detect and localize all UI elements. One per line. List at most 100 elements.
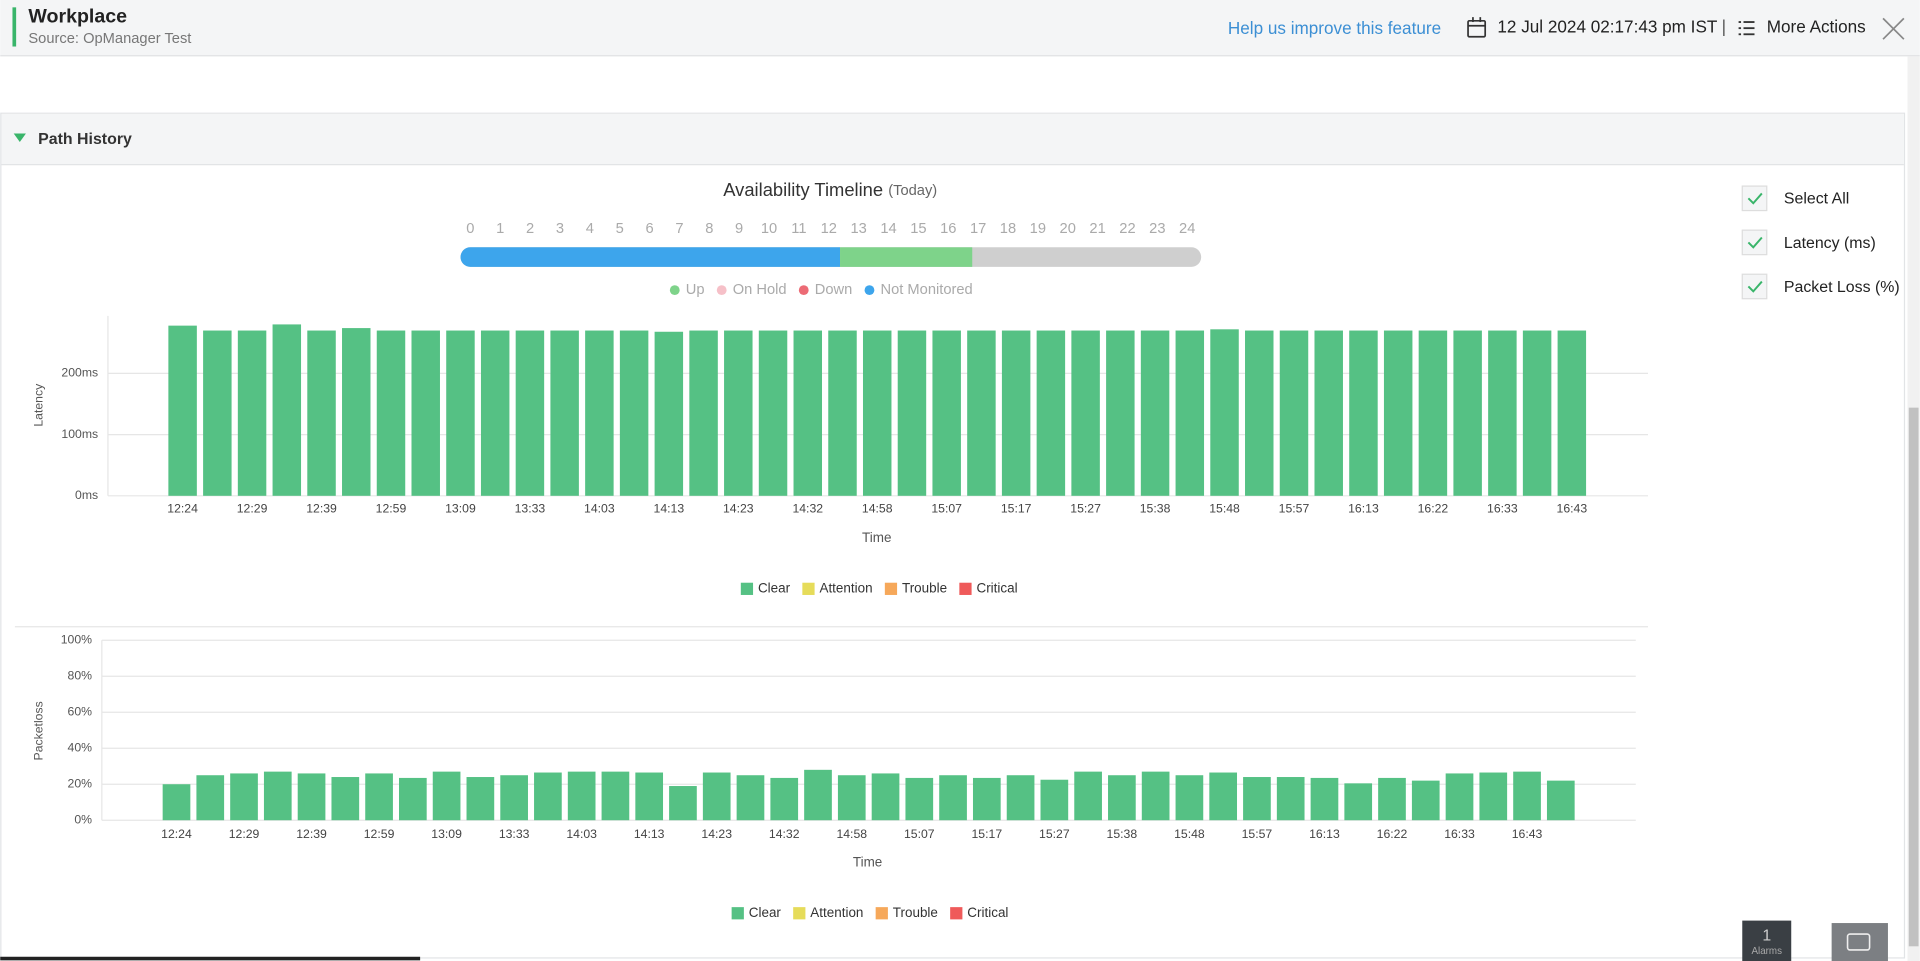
legend-label: On Hold xyxy=(733,282,787,298)
bar xyxy=(446,330,475,496)
bar xyxy=(905,777,934,821)
x-tick-label: 16:43 xyxy=(1557,502,1588,516)
bar xyxy=(196,775,225,821)
bar xyxy=(398,777,427,821)
legend-swatch xyxy=(802,582,815,595)
y-tick-label: 80% xyxy=(68,668,93,682)
checkbox[interactable] xyxy=(1741,185,1768,212)
legend-swatch xyxy=(884,582,898,595)
bar xyxy=(1344,783,1373,821)
legend-label: Critical xyxy=(967,905,1008,920)
bar xyxy=(500,775,528,821)
bar xyxy=(1071,330,1100,496)
chat-button[interactable] xyxy=(1831,923,1888,961)
x-tick-label: 14:32 xyxy=(792,502,823,516)
x-tick-label: 16:33 xyxy=(1444,827,1475,841)
x-tick-label: 15:38 xyxy=(1107,827,1138,841)
y-axis-title: Latency xyxy=(32,383,46,427)
x-tick-label: 14:03 xyxy=(566,827,597,841)
hour-label: 23 xyxy=(1149,221,1165,237)
bar xyxy=(1418,330,1448,496)
bar xyxy=(1279,330,1309,496)
bar xyxy=(654,331,684,496)
bar xyxy=(669,786,697,821)
legend-label: Clear xyxy=(758,580,791,595)
bar xyxy=(1140,330,1170,496)
x-tick-label: 14:32 xyxy=(769,827,800,841)
x-tick-label: 14:58 xyxy=(836,827,867,841)
hour-label: 17 xyxy=(970,221,986,237)
legend-label: Up xyxy=(686,282,705,298)
bar xyxy=(1175,775,1204,821)
bar xyxy=(897,330,927,496)
legend-dot xyxy=(864,285,875,296)
bar xyxy=(550,330,579,496)
bar xyxy=(342,328,371,496)
bar xyxy=(365,773,393,821)
bar xyxy=(534,772,562,821)
bar xyxy=(331,777,360,821)
bar xyxy=(480,330,510,496)
bar xyxy=(272,324,302,496)
bar xyxy=(1378,777,1406,821)
legend-dot xyxy=(798,285,809,296)
x-tick-label: 14:13 xyxy=(654,502,685,516)
bar xyxy=(758,330,788,496)
legend-label: Critical xyxy=(976,580,1017,595)
feedback-link[interactable]: Help us improve this feature xyxy=(1228,18,1441,38)
bar xyxy=(1209,772,1238,821)
x-tick-label: 15:27 xyxy=(1039,827,1070,841)
x-tick-label: 15:57 xyxy=(1279,502,1310,516)
x-tick-label: 12:59 xyxy=(376,502,407,516)
checkbox[interactable] xyxy=(1741,273,1768,300)
bar xyxy=(515,330,545,496)
availability-title: Availability Timeline (Today) xyxy=(723,179,937,200)
hour-label: 19 xyxy=(1030,221,1046,237)
checkmark xyxy=(1747,192,1763,205)
bar xyxy=(972,777,1001,821)
datetime: 12 Jul 2024 02:17:43 pm IST xyxy=(1497,17,1717,37)
collapse-icon[interactable] xyxy=(13,133,26,143)
hour-label: 0 xyxy=(466,221,474,237)
bar xyxy=(1245,330,1274,496)
bar xyxy=(263,771,292,821)
legend-swatch xyxy=(793,907,806,920)
checkbox[interactable] xyxy=(1741,229,1768,256)
menu-icon[interactable] xyxy=(1738,21,1755,36)
hour-label: 6 xyxy=(645,221,653,237)
chat-icon xyxy=(1846,933,1871,951)
x-tick-label: 12:24 xyxy=(167,502,198,516)
scrollbar-thumb[interactable] xyxy=(1908,407,1919,947)
bar xyxy=(1445,773,1474,821)
bar xyxy=(1383,330,1413,496)
alarms-badge[interactable] xyxy=(1742,920,1792,961)
x-tick-label: 14:23 xyxy=(723,502,754,516)
bar xyxy=(871,773,900,821)
hour-label: 24 xyxy=(1179,221,1195,237)
close-button[interactable] xyxy=(1882,17,1905,40)
x-tick-label: 15:27 xyxy=(1070,502,1101,516)
checkmark xyxy=(1747,280,1763,293)
more-actions[interactable]: More Actions xyxy=(1767,17,1866,37)
header-accent xyxy=(12,7,17,47)
bar xyxy=(1522,330,1552,496)
x-tick-label: 16:13 xyxy=(1309,827,1340,841)
legend-dot xyxy=(669,285,680,296)
x-tick-label: 16:33 xyxy=(1487,502,1518,516)
bar xyxy=(1314,330,1343,496)
x-tick-label: 12:39 xyxy=(306,502,337,516)
bar xyxy=(1310,777,1339,821)
bar xyxy=(1453,330,1482,496)
source: Source: OpManager Test xyxy=(28,31,191,47)
x-tick-label: 12:24 xyxy=(161,827,192,841)
x-tick-label: 15:17 xyxy=(972,827,1003,841)
x-tick-label: 15:07 xyxy=(904,827,935,841)
bar xyxy=(1106,330,1135,496)
header-bar xyxy=(0,0,1920,56)
hour-label: 16 xyxy=(940,221,956,237)
y-tick-label: 100ms xyxy=(61,427,98,441)
bar xyxy=(793,330,823,496)
x-tick-label: 14:58 xyxy=(862,502,893,516)
bar xyxy=(1108,775,1136,821)
